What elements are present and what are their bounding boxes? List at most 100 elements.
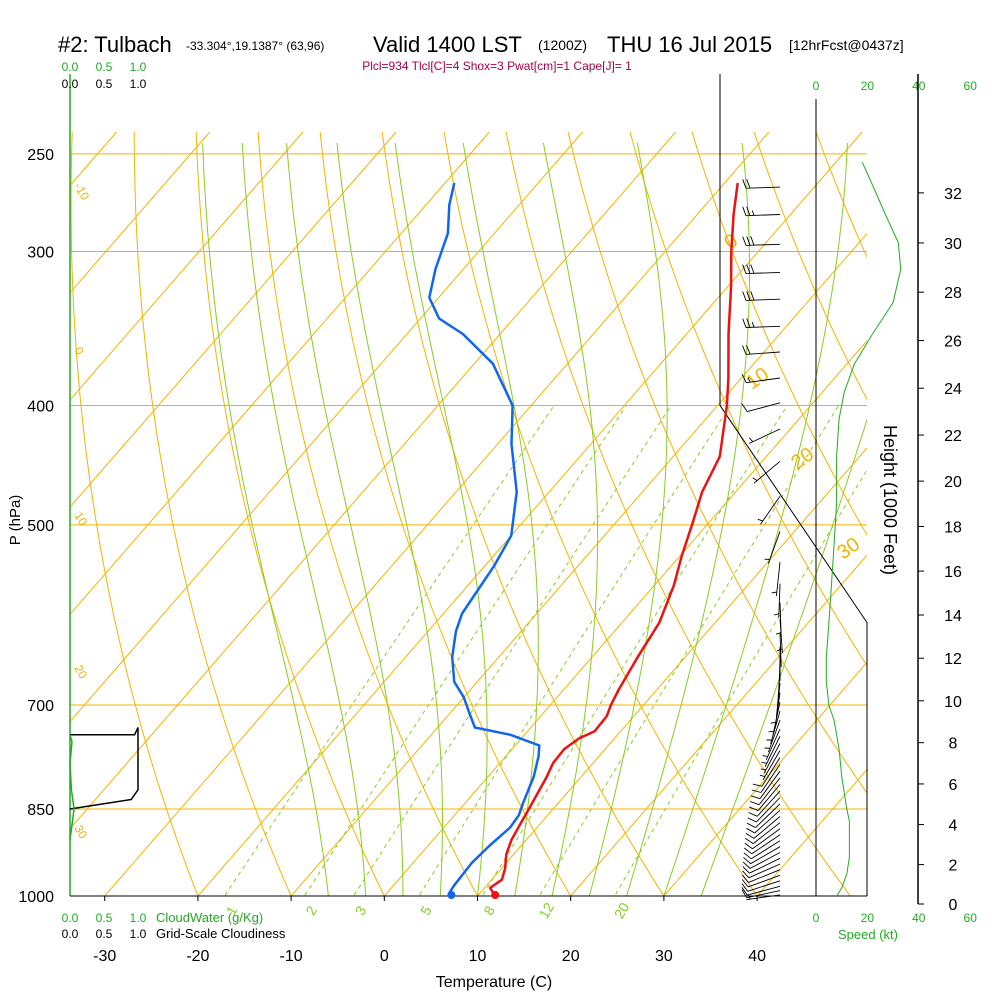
wind-barb	[741, 874, 781, 888]
wind-speed-trace	[825, 162, 902, 897]
cloudwater-tick-bottom: 1.0	[130, 911, 147, 925]
cloudiness-tick-bottom: 0.5	[96, 927, 113, 941]
height-tick-label: 2	[949, 858, 958, 875]
moist-adiabat--2	[241, 142, 367, 896]
isotherm--20	[197, 131, 863, 896]
isotherm-label: 30	[71, 823, 90, 842]
dry-adiabat-lines	[70, 131, 867, 896]
cloudwater-tick-bottom: 0.5	[96, 911, 113, 925]
wind-barb	[742, 345, 781, 355]
moist-adiabat-22	[588, 142, 668, 896]
sounding-params: Plcl=934 Tlcl[C]=4 Shox=3 Pwat[cm]=1 Cap…	[362, 59, 632, 73]
isobar-lines	[70, 153, 867, 896]
moist-adiabat-10	[394, 142, 488, 896]
height-tick-label: 16	[944, 564, 962, 581]
wind-barb	[742, 264, 781, 275]
pressure-tick-label: 850	[27, 802, 54, 819]
wind-barb	[744, 834, 781, 855]
moist-adiabat--6	[202, 142, 329, 896]
wind-barb	[742, 179, 781, 189]
wind-barb	[771, 562, 781, 597]
wind-barb	[742, 291, 781, 301]
cloudiness-tick-top: 0.5	[96, 77, 113, 91]
forecast-date: THU 16 Jul 2015	[607, 32, 772, 57]
cloudwater-tick-top: 0.0	[62, 60, 79, 74]
isotherm-10	[476, 447, 867, 896]
pressure-tick-label: 300	[27, 244, 54, 261]
isotherm-30	[663, 661, 867, 896]
mixing-ratio-lines	[224, 405, 867, 896]
x-tick-label: 40	[748, 948, 766, 965]
wind-barb	[742, 236, 781, 246]
height-axis-title: Height (1000 Feet)	[880, 425, 900, 575]
wind-barb	[764, 719, 781, 753]
mixing-ratio-5	[418, 405, 731, 896]
pressure-tick-label: 250	[27, 147, 54, 164]
wind-barb	[744, 828, 781, 850]
cloudwater-tick-bottom: 0.0	[62, 911, 79, 925]
moist-adiabat-6	[336, 142, 443, 896]
isotherm--50	[70, 131, 583, 723]
dry-adiabat--20	[70, 131, 199, 896]
x-tick-label: -10	[280, 948, 303, 965]
wind-barb	[742, 863, 781, 879]
wind-barbs	[741, 179, 783, 901]
height-tick-label: 6	[949, 777, 958, 794]
isotherm--30	[104, 131, 770, 896]
wind-barb	[749, 777, 781, 806]
mixing-ratio-12	[538, 405, 840, 896]
dry-adiabat-10	[257, 131, 479, 896]
wind-barb	[745, 822, 781, 844]
speed-tick-bottom: 20	[861, 911, 875, 925]
wind-barb	[748, 790, 781, 817]
dry-adiabat-70	[629, 131, 867, 667]
moist-adiabat-14	[462, 142, 539, 896]
wind-barb	[742, 206, 781, 217]
dry-adiabat-100	[815, 131, 867, 259]
pressure-tick-label: 400	[27, 398, 54, 415]
cloudwater-tick-top: 1.0	[130, 60, 147, 74]
isotherm-40	[756, 768, 867, 896]
isotherm--40	[70, 131, 677, 830]
dry-adiabat-50	[505, 131, 851, 896]
wind-barb	[745, 816, 781, 839]
wind-barb	[775, 602, 782, 637]
mixing-ratio-2	[303, 405, 627, 896]
wind-barb	[742, 318, 781, 328]
height-tick-label: 0	[949, 897, 958, 914]
wind-barb	[747, 797, 781, 823]
wind-barb	[752, 757, 781, 787]
speed-tick-top: 0	[813, 79, 820, 93]
isotherm-label: 10	[71, 510, 90, 529]
dry-adiabat-40	[443, 131, 758, 896]
wind-barb	[749, 784, 781, 812]
height-tick-label: 24	[944, 381, 962, 398]
mixing-ratio-1	[224, 405, 555, 896]
wind-barb	[773, 583, 781, 618]
height-tick-label: 32	[944, 186, 962, 203]
isotherm-label-large: 30	[833, 533, 864, 564]
height-tick-label: 26	[944, 334, 962, 351]
x-tick-label: 30	[655, 948, 673, 965]
dry-adiabat-20	[319, 131, 572, 896]
mixing-ratio-label: 3	[352, 903, 370, 918]
height-tick-label: 8	[949, 736, 958, 753]
cloudiness-tick-top: 1.0	[130, 77, 147, 91]
wind-barb	[761, 736, 781, 767]
speed-tick-top: 60	[964, 79, 978, 93]
moist-adiabat-18	[542, 142, 599, 896]
x-axis-title: Temperature (C)	[436, 974, 552, 991]
cloudiness-trace	[69, 727, 139, 810]
cloudiness-tick-top: 0.0	[62, 77, 79, 91]
cloudwater-tick-top: 0.5	[96, 60, 113, 74]
mixing-ratio-label: 12	[535, 900, 557, 922]
zulu-time: (1200Z)	[538, 37, 587, 53]
isotherm--90	[70, 131, 211, 294]
wind-barb	[746, 809, 781, 834]
sounding-traces	[428, 182, 739, 899]
moist-adiabat-2	[286, 142, 404, 896]
height-tick-label: 30	[944, 236, 962, 253]
height-tick-label: 10	[944, 694, 962, 711]
